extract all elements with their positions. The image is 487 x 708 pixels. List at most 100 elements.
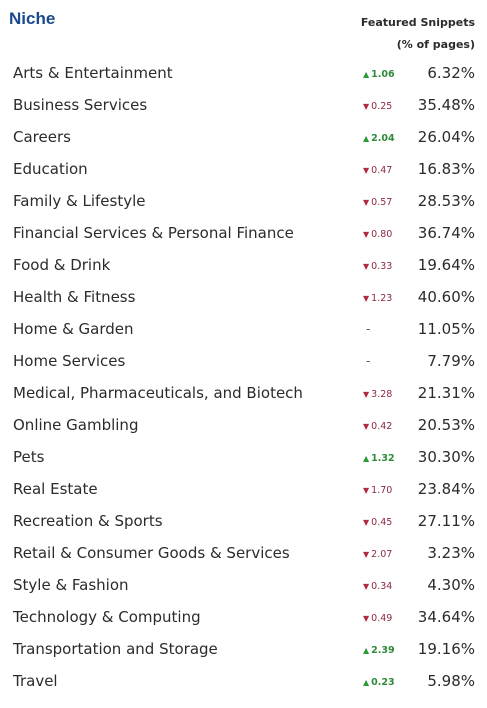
snippet-percentage: 5.98%: [427, 672, 475, 690]
snippet-percentage: 28.53%: [417, 192, 475, 210]
niche-label: Financial Services & Personal Finance: [13, 224, 294, 242]
triangle-down-icon: ▼: [363, 102, 370, 111]
change-indicator: ▼ 1.70: [363, 485, 392, 496]
metric-header-line1: Featured Snippets: [360, 16, 475, 29]
snippet-percentage: 6.32%: [427, 64, 475, 82]
table-row: Real Estate ▼ 1.70 23.84%: [0, 473, 487, 505]
snippet-percentage: 36.74%: [417, 224, 475, 242]
table-row: Health & Fitness ▼ 1.23 40.60%: [0, 281, 487, 313]
table-row: Recreation & Sports ▼ 0.45 27.11%: [0, 505, 487, 537]
change-value: 1.32: [371, 453, 395, 464]
change-indicator: ▼ 0.80: [363, 229, 392, 240]
snippet-percentage: 27.11%: [417, 512, 475, 530]
niche-label: Style & Fashion: [13, 576, 129, 594]
change-value: 0.42: [371, 421, 393, 432]
snippet-percentage: 4.30%: [427, 576, 475, 594]
change-value: 0.23: [371, 677, 395, 688]
triangle-down-icon: ▼: [363, 614, 370, 623]
metric-header-line2: (% of pages): [396, 38, 475, 51]
change-indicator: ▼ 3.28: [363, 389, 392, 400]
triangle-up-icon: ▲: [363, 646, 370, 655]
table-row: Style & Fashion ▼ 0.34 4.30%: [0, 569, 487, 601]
change-indicator: ▼ 0.25: [363, 101, 392, 112]
table-row: Travel ▲ 0.23 5.98%: [0, 665, 487, 697]
niche-label: Online Gambling: [13, 416, 139, 434]
change-value: -: [366, 322, 371, 336]
triangle-up-icon: ▲: [363, 134, 370, 143]
table-header: Niche Featured Snippets (% of pages): [0, 0, 487, 58]
change-indicator: ▼ 0.33: [363, 261, 392, 272]
triangle-down-icon: ▼: [363, 582, 370, 591]
change-value: 0.57: [371, 197, 393, 208]
change-value: 1.06: [371, 69, 395, 80]
niche-label: Real Estate: [13, 480, 98, 498]
change-value: 0.25: [371, 101, 393, 112]
change-indicator: ▲ 1.32: [363, 453, 395, 464]
niche-label: Arts & Entertainment: [13, 64, 173, 82]
table-row: Food & Drink ▼ 0.33 19.64%: [0, 249, 487, 281]
niche-label: Health & Fitness: [13, 288, 136, 306]
triangle-down-icon: ▼: [363, 422, 370, 431]
snippet-percentage: 40.60%: [417, 288, 475, 306]
change-value: 2.04: [371, 133, 395, 144]
niche-label: Family & Lifestyle: [13, 192, 146, 210]
change-indicator: ▲ 2.39: [363, 645, 395, 656]
change-value: 3.28: [371, 389, 393, 400]
change-value: 0.47: [371, 165, 393, 176]
change-indicator: ▼ 0.49: [363, 613, 392, 624]
change-value: 0.80: [371, 229, 393, 240]
triangle-down-icon: ▼: [363, 550, 370, 559]
snippet-percentage: 35.48%: [417, 96, 475, 114]
change-value: 1.70: [371, 485, 393, 496]
niche-label: Transportation and Storage: [13, 640, 218, 658]
triangle-down-icon: ▼: [363, 198, 370, 207]
change-value: 0.33: [371, 261, 393, 272]
change-value: -: [366, 354, 371, 368]
triangle-down-icon: ▼: [363, 518, 370, 527]
change-indicator: ▼ 0.34: [363, 581, 392, 592]
triangle-up-icon: ▲: [363, 454, 370, 463]
snippet-percentage: 23.84%: [417, 480, 475, 498]
change-value: 0.49: [371, 613, 393, 624]
snippet-percentage: 34.64%: [417, 608, 475, 626]
niche-label: Business Services: [13, 96, 148, 114]
niche-label: Education: [13, 160, 88, 178]
niche-label: Food & Drink: [13, 256, 111, 274]
table-row: Business Services ▼ 0.25 35.48%: [0, 89, 487, 121]
niche-label: Home & Garden: [13, 320, 134, 338]
niche-label: Retail & Consumer Goods & Services: [13, 544, 290, 562]
triangle-down-icon: ▼: [363, 230, 370, 239]
metric-column-header: Featured Snippets (% of pages): [361, 12, 475, 56]
niche-label: Travel: [13, 672, 58, 690]
change-indicator: ▼ 0.42: [363, 421, 392, 432]
niche-column-header: Niche: [9, 9, 56, 28]
table-row: Pets ▲ 1.32 30.30%: [0, 441, 487, 473]
niche-label: Technology & Computing: [13, 608, 201, 626]
table-row: Careers ▲ 2.04 26.04%: [0, 121, 487, 153]
niche-label: Pets: [13, 448, 45, 466]
snippet-percentage: 20.53%: [417, 416, 475, 434]
snippet-percentage: 16.83%: [417, 160, 475, 178]
triangle-down-icon: ▼: [363, 486, 370, 495]
table-row: Medical, Pharmaceuticals, and Biotech ▼ 3.…: [0, 377, 487, 409]
snippet-percentage: 11.05%: [417, 320, 475, 338]
change-value: 1.23: [371, 293, 393, 304]
change-value: 2.39: [371, 645, 395, 656]
change-value: 0.34: [371, 581, 393, 592]
triangle-up-icon: ▲: [363, 70, 370, 79]
niche-label: Home Services: [13, 352, 126, 370]
table-row: Education ▼ 0.47 16.83%: [0, 153, 487, 185]
niche-label: Recreation & Sports: [13, 512, 163, 530]
triangle-down-icon: ▼: [363, 294, 370, 303]
change-indicator: ▼ 0.47: [363, 165, 392, 176]
table-row: Family & Lifestyle ▼ 0.57 28.53%: [0, 185, 487, 217]
snippet-percentage: 26.04%: [417, 128, 475, 146]
change-indicator: ▲ 1.06: [363, 69, 395, 80]
change-indicator: ▼ 0.45: [363, 517, 392, 528]
triangle-down-icon: ▼: [363, 390, 370, 399]
change-indicator: ▲ 0.23: [363, 677, 395, 688]
table-row: Online Gambling ▼ 0.42 20.53%: [0, 409, 487, 441]
table-body: Arts & Entertainment ▲ 1.06 6.32% Business S…: [0, 57, 487, 697]
change-indicator: ▼ 2.07: [363, 549, 392, 560]
snippet-percentage: 21.31%: [417, 384, 475, 402]
